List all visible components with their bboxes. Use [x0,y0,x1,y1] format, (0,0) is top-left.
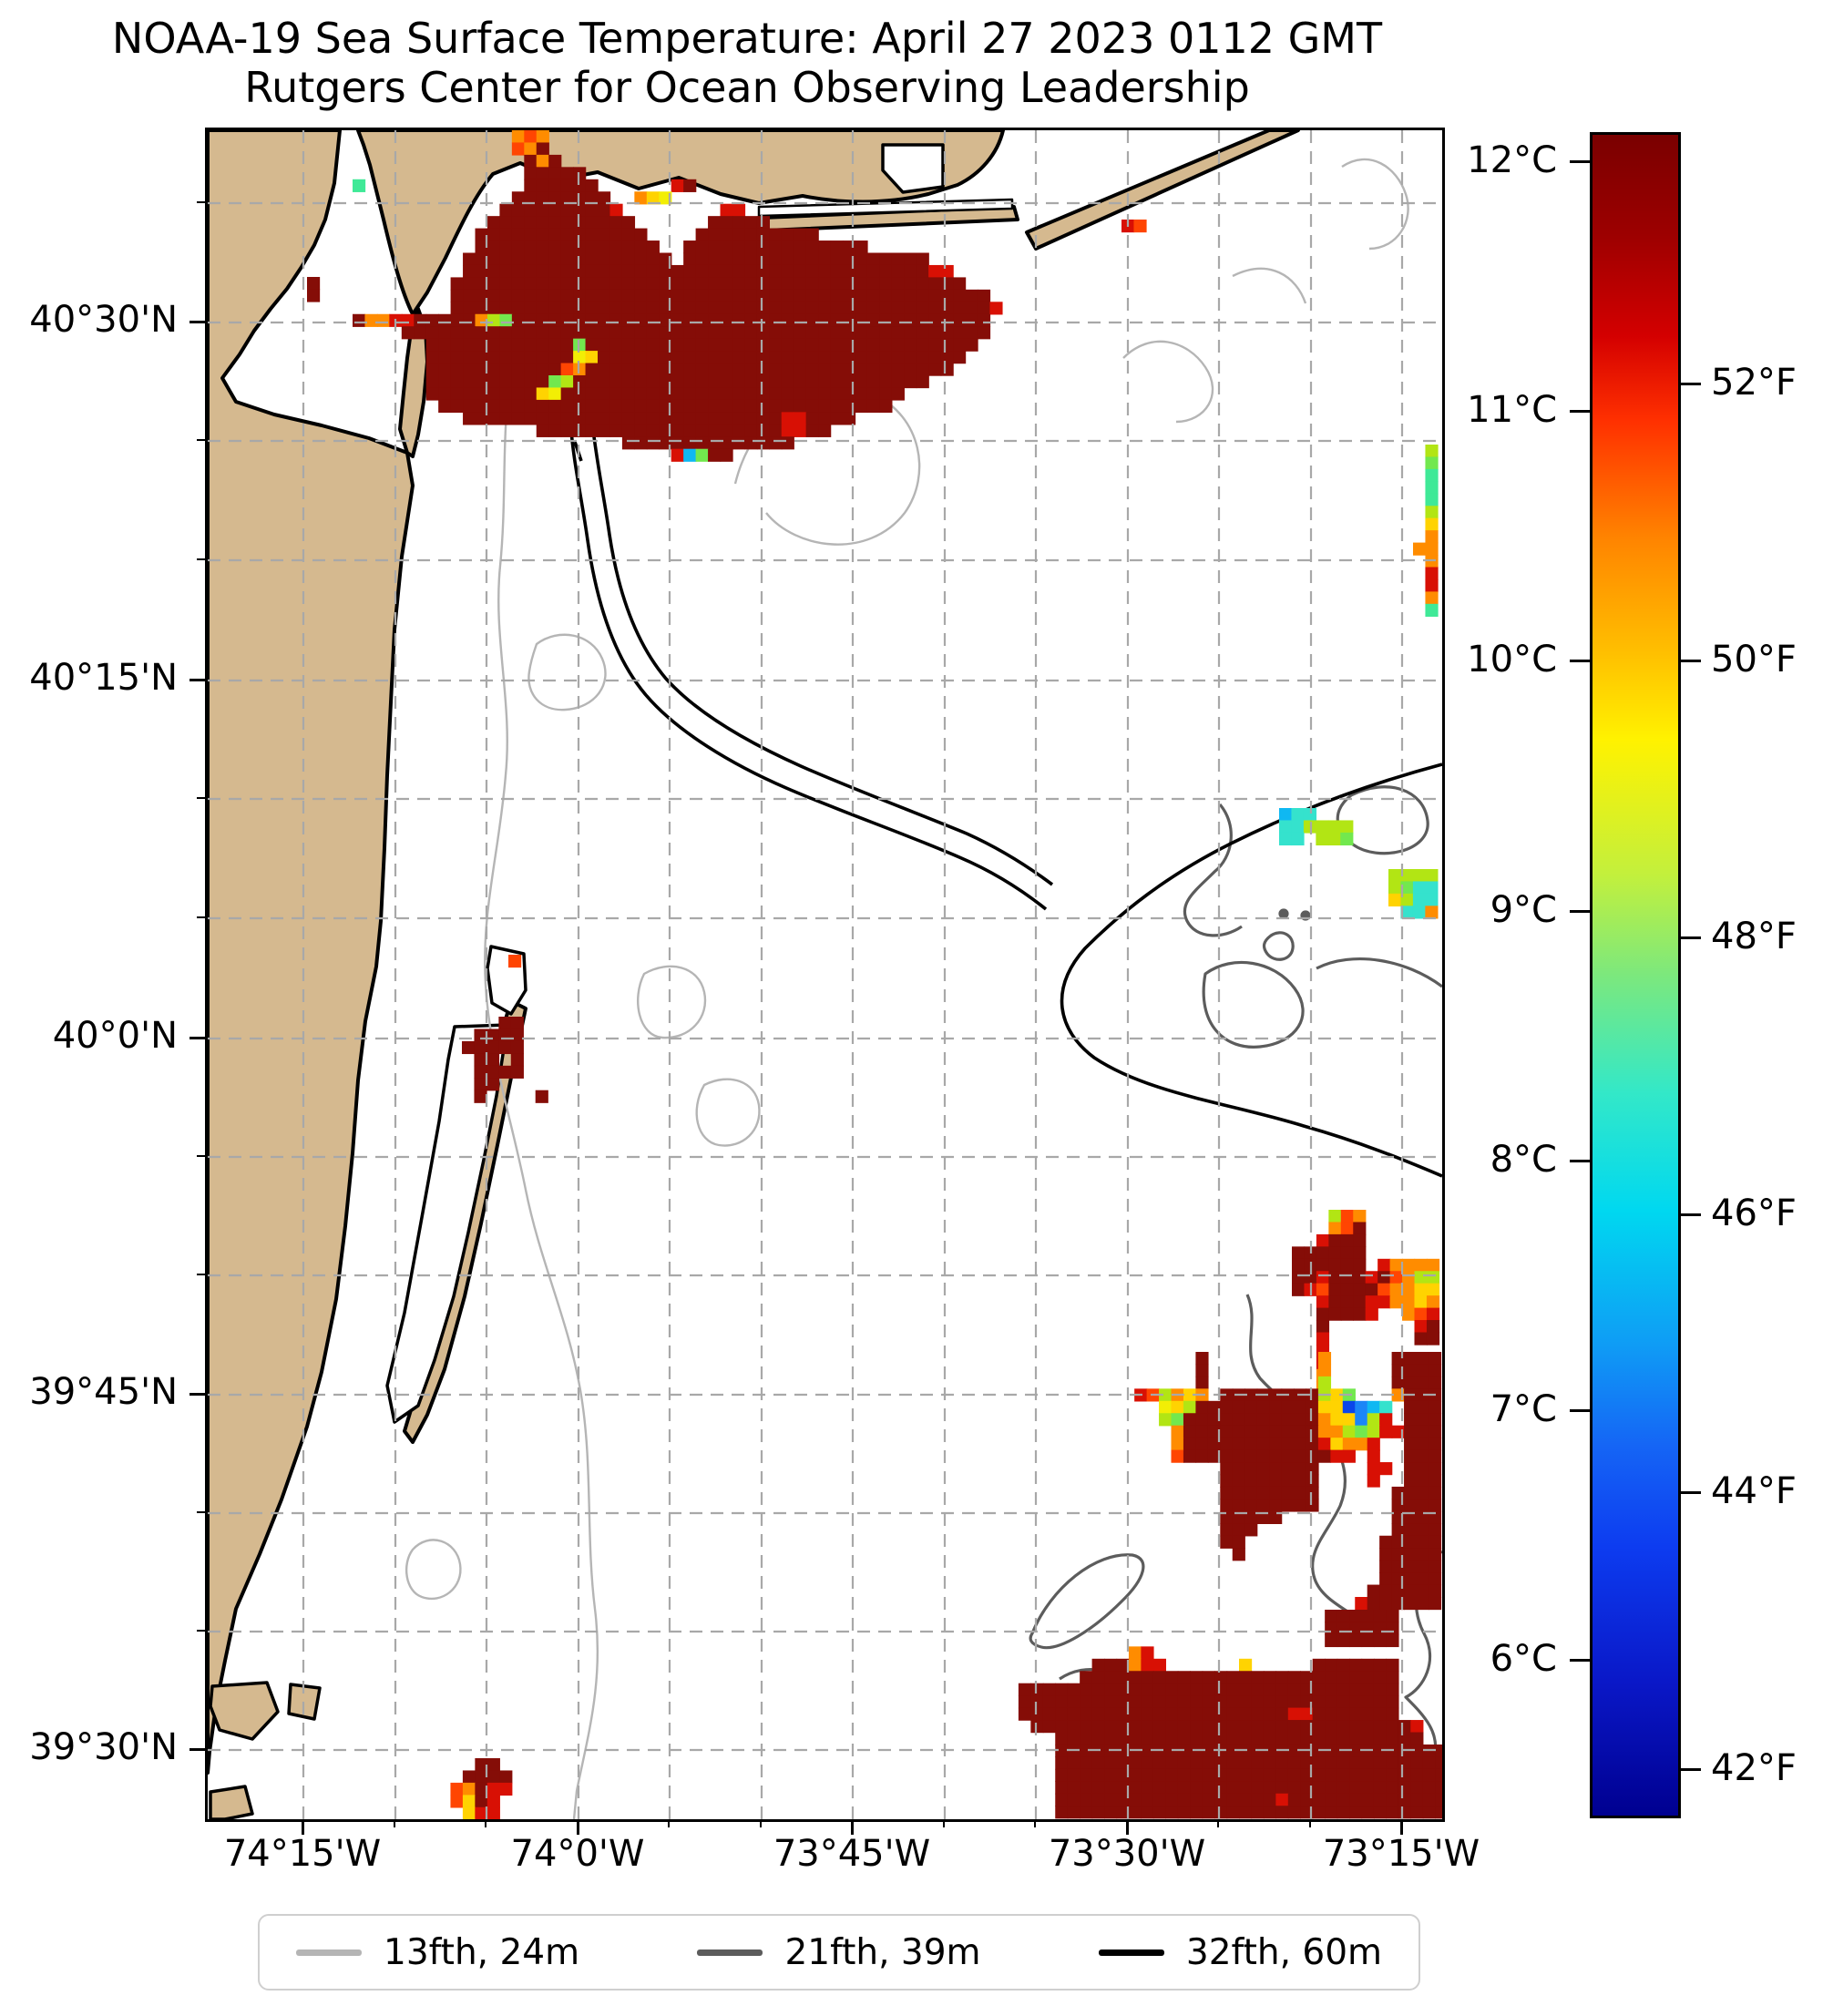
colorbar-celsius-label: 12°C [1467,139,1557,182]
graticule-gridlines [208,130,1442,1819]
colorbar-fahrenheit-label: 50°F [1711,639,1797,681]
y-minor-tick [197,558,205,560]
y-major-tick [189,678,205,681]
legend-label-21fth: 21fth, 39m [784,1931,981,1973]
legend-label-32fth: 32fth, 60m [1185,1931,1382,1973]
y-tick-label: 40°30'N [29,299,178,342]
colorbar-fahrenheit-tick [1681,936,1701,939]
y-tick-label: 39°30'N [29,1726,178,1769]
colorbar-fahrenheit-label: 52°F [1711,362,1797,404]
colorbar-celsius-tick [1570,409,1590,413]
x-major-tick [576,1819,579,1835]
legend-line-13fth-icon [296,1949,362,1956]
x-major-tick [1125,1819,1129,1835]
x-tick-label: 73°45'W [773,1833,931,1875]
barnegat-bay [385,1023,509,1424]
marsh-island-c [209,1785,254,1819]
colorbar-celsius-tick [1570,159,1590,163]
plot-subtitle: Rutgers Center for Ocean Observing Leade… [244,63,1250,112]
legend-item-32fth: 32fth, 60m [1098,1931,1382,1973]
contour-32fth [568,350,1442,1178]
y-tick-label: 40°15'N [29,657,178,700]
x-minor-tick [485,1819,486,1827]
legend-line-21fth-icon [697,1949,763,1956]
x-major-tick [850,1819,854,1835]
colorbar-celsius-tick [1570,1159,1590,1162]
y-minor-tick [197,1630,205,1632]
legend-line-32fth-icon [1098,1949,1164,1956]
y-minor-tick [197,1155,205,1157]
fire-island-barrier [1025,130,1300,251]
map-axes [205,128,1445,1822]
colorbar-fahrenheit-tick [1681,1767,1701,1771]
colorbar-celsius-label: 10°C [1467,639,1557,681]
marsh-island-a [209,1681,280,1741]
colorbar-fahrenheit-tick [1681,1490,1701,1494]
sst-pixel-layer [307,130,1442,1819]
colorbar-celsius-tick [1570,659,1590,662]
colorbar-fahrenheit-tick [1681,382,1701,385]
map-canvas [208,130,1442,1819]
colorbar-celsius-tick [1570,1408,1590,1412]
y-tick-label: 39°45'N [29,1371,178,1414]
legend-item-13fth: 13fth, 24m [296,1932,579,1973]
x-minor-tick [1309,1819,1311,1827]
y-major-tick [189,320,205,323]
x-tick-label: 74°0'W [510,1833,645,1875]
y-minor-tick [197,1274,205,1275]
x-tick-label: 74°15'W [223,1833,382,1875]
colorbar-fahrenheit-label: 48°F [1711,916,1797,958]
colorbar-fahrenheit-label: 42°F [1711,1747,1797,1790]
x-minor-tick [760,1819,762,1827]
y-minor-tick [197,439,205,441]
colorbar-celsius-label: 9°C [1490,889,1557,932]
colorbar-fahrenheit-label: 46°F [1711,1192,1797,1235]
colorbar-fahrenheit-tick [1681,659,1701,662]
y-minor-tick [197,1511,205,1513]
colorbar-celsius-label: 11°C [1467,389,1557,432]
legend-label-13fth: 13fth, 24m [384,1931,580,1973]
x-minor-tick [1034,1819,1036,1827]
y-major-tick [189,1747,205,1751]
x-minor-tick [943,1819,945,1827]
colorbar-fahrenheit-label: 44°F [1711,1470,1797,1513]
plot-title: NOAA-19 Sea Surface Temperature: April 2… [111,14,1383,63]
x-major-tick [301,1819,304,1835]
colorbar-celsius-tick [1570,1658,1590,1662]
y-tick-label: 40°0'N [52,1015,178,1058]
x-minor-tick [668,1819,670,1827]
colorbar-celsius-tick [1570,909,1590,913]
x-tick-label: 73°15'W [1322,1833,1480,1875]
colorbar-celsius-label: 7°C [1490,1388,1557,1431]
new-jersey-landmass [208,130,415,1775]
x-major-tick [1399,1819,1403,1835]
colorbar-fahrenheit-tick [1681,1213,1701,1216]
y-major-tick [189,1392,205,1396]
x-minor-tick [394,1819,395,1827]
y-minor-tick [197,201,205,203]
legend-item-21fth: 21fth, 39m [697,1931,981,1973]
x-tick-label: 73°30'W [1048,1833,1206,1875]
colorbar [1590,132,1681,1818]
x-minor-tick [1217,1819,1219,1827]
colorbar-celsius-label: 8°C [1490,1139,1557,1182]
bathymetry-legend: 13fth, 24m 21fth, 39m 32fth, 60m [258,1914,1420,1990]
y-major-tick [189,1036,205,1039]
y-minor-tick [197,797,205,799]
great-south-bay [881,143,945,194]
y-minor-tick [197,916,205,918]
colorbar-celsius-label: 6°C [1490,1638,1557,1681]
